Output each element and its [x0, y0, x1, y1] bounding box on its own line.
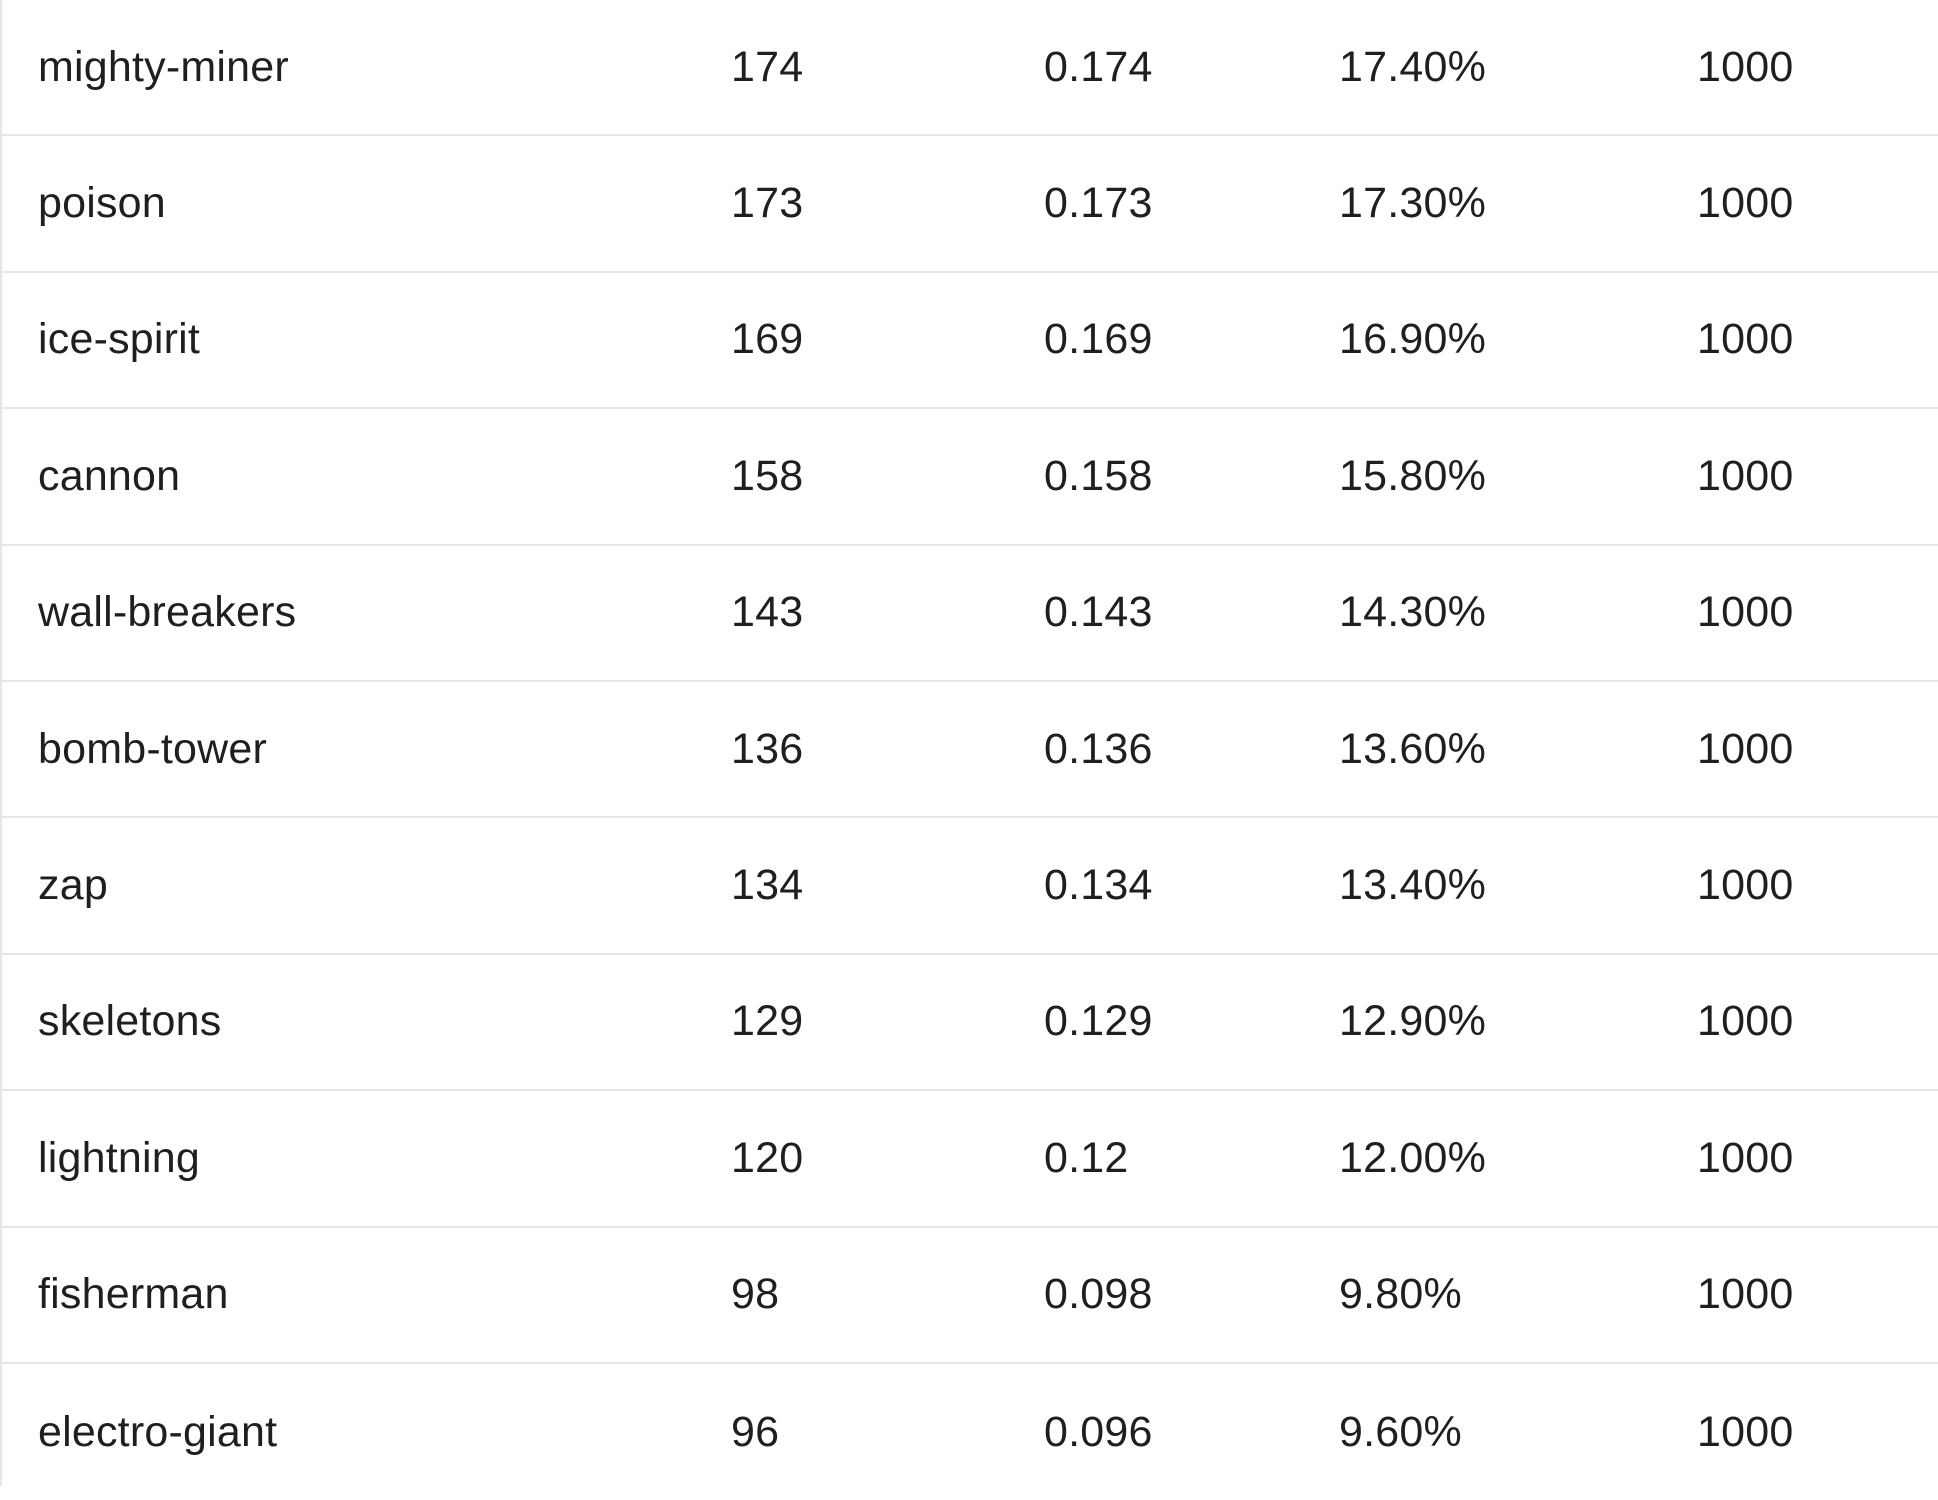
total-cell: 1000	[1697, 1270, 1794, 1319]
total-cell: 1000	[1697, 588, 1794, 637]
ratio-cell: 0.096	[1044, 1407, 1153, 1456]
count-cell: 134	[731, 861, 804, 910]
card-name-cell: wall-breakers	[38, 588, 297, 637]
count-cell: 158	[731, 451, 804, 500]
total-cell: 1000	[1697, 315, 1794, 364]
card-name-cell: poison	[38, 179, 166, 228]
table-row: bomb-tower 136 0.136 13.60% 1000	[2, 682, 1938, 819]
total-cell: 1000	[1697, 42, 1794, 91]
card-name-cell: cannon	[38, 451, 181, 500]
count-cell: 96	[731, 1407, 780, 1456]
percent-cell: 13.40%	[1339, 861, 1487, 910]
percent-cell: 14.30%	[1339, 588, 1487, 637]
ratio-cell: 0.098	[1044, 1270, 1153, 1319]
count-cell: 173	[731, 179, 804, 228]
percent-cell: 9.80%	[1339, 1270, 1462, 1319]
ratio-cell: 0.173	[1044, 179, 1153, 228]
percent-cell: 9.60%	[1339, 1407, 1462, 1456]
table-row: zap 134 0.134 13.40% 1000	[2, 818, 1938, 955]
total-cell: 1000	[1697, 179, 1794, 228]
total-cell: 1000	[1697, 451, 1794, 500]
total-cell: 1000	[1697, 997, 1794, 1046]
count-cell: 129	[731, 997, 804, 1046]
table-row: ice-spirit 169 0.169 16.90% 1000	[2, 273, 1938, 410]
percent-cell: 15.80%	[1339, 451, 1487, 500]
percent-cell: 16.90%	[1339, 315, 1487, 364]
percent-cell: 13.60%	[1339, 724, 1487, 773]
card-name-cell: electro-giant	[38, 1407, 278, 1456]
percent-cell: 12.00%	[1339, 1133, 1487, 1182]
count-cell: 143	[731, 588, 804, 637]
table-row: electro-giant 96 0.096 9.60% 1000	[2, 1364, 1938, 1500]
table-row: poison 173 0.173 17.30% 1000	[2, 136, 1938, 273]
card-name-cell: zap	[38, 861, 108, 910]
table-row: cannon 158 0.158 15.80% 1000	[2, 409, 1938, 546]
table-row: mighty-miner 174 0.174 17.40% 1000	[2, 0, 1938, 137]
table-row: wall-breakers 143 0.143 14.30% 1000	[2, 546, 1938, 682]
ratio-cell: 0.136	[1044, 724, 1153, 773]
total-cell: 1000	[1697, 1133, 1794, 1182]
table-row: fisherman 98 0.098 9.80% 1000	[2, 1228, 1938, 1364]
ratio-cell: 0.143	[1044, 588, 1153, 637]
percent-cell: 12.90%	[1339, 997, 1487, 1046]
card-name-cell: lightning	[38, 1133, 200, 1182]
percent-cell: 17.40%	[1339, 42, 1487, 91]
table-row: skeletons 129 0.129 12.90% 1000	[2, 955, 1938, 1092]
ratio-cell: 0.134	[1044, 861, 1153, 910]
ratio-cell: 0.129	[1044, 997, 1153, 1046]
total-cell: 1000	[1697, 724, 1794, 773]
card-name-cell: skeletons	[38, 997, 222, 1046]
table-row: lightning 120 0.12 12.00% 1000	[2, 1091, 1938, 1228]
card-name-cell: bomb-tower	[38, 724, 268, 773]
count-cell: 136	[731, 724, 804, 773]
total-cell: 1000	[1697, 1407, 1794, 1456]
count-cell: 120	[731, 1133, 804, 1182]
card-name-cell: fisherman	[38, 1270, 229, 1319]
percent-cell: 17.30%	[1339, 179, 1487, 228]
ratio-cell: 0.158	[1044, 451, 1153, 500]
count-cell: 174	[731, 42, 804, 91]
ratio-cell: 0.12	[1044, 1133, 1129, 1182]
ratio-cell: 0.174	[1044, 42, 1153, 91]
total-cell: 1000	[1697, 861, 1794, 910]
ratio-cell: 0.169	[1044, 315, 1153, 364]
card-name-cell: ice-spirit	[38, 315, 201, 364]
count-cell: 98	[731, 1270, 780, 1319]
count-cell: 169	[731, 315, 804, 364]
card-name-cell: mighty-miner	[38, 42, 289, 91]
